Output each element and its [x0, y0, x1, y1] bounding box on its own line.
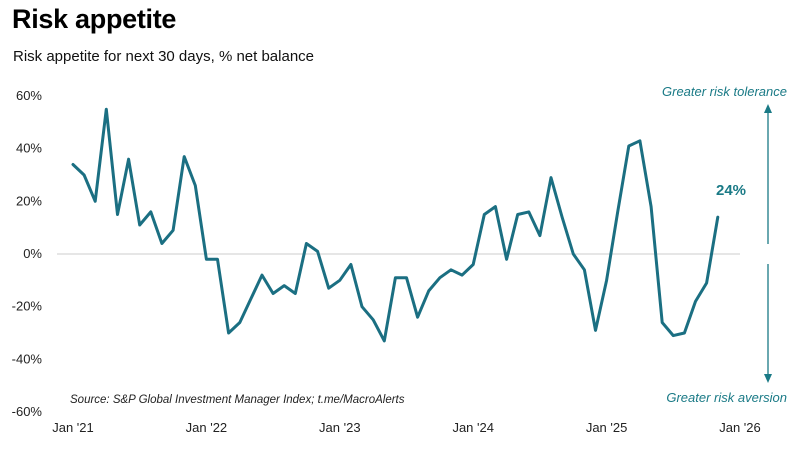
- series-line: [71, 107, 720, 343]
- y-tick-label: -20%: [12, 299, 43, 314]
- x-axis: Jan '21 Jan '22 Jan '23 Jan '24 Jan '25 Jan '…: [52, 420, 761, 435]
- page-title: Risk appetite: [12, 4, 177, 34]
- arrow-up-icon: [764, 104, 772, 244]
- page-subtitle: Risk appetite for next 30 days, % net ba…: [13, 48, 315, 65]
- y-tick-label: 60%: [16, 88, 42, 103]
- source-note: Source: S&P Global Investment Manager In…: [70, 394, 405, 406]
- x-tick-label: Jan '25: [586, 420, 628, 435]
- annotation-greater-risk-tolerance: Greater risk tolerance: [662, 84, 787, 99]
- y-tick-label: 0%: [23, 246, 42, 261]
- annotation-greater-risk-aversion: Greater risk aversion: [666, 390, 787, 405]
- arrow-down-icon: [764, 264, 772, 383]
- x-tick-label: Jan '23: [319, 420, 361, 435]
- latest-value-label: 24%: [716, 182, 746, 199]
- x-tick-label: Jan '24: [452, 420, 494, 435]
- x-tick-label: Jan '26: [719, 420, 761, 435]
- x-tick-label: Jan '21: [52, 420, 94, 435]
- y-tick-label: 20%: [16, 193, 42, 208]
- y-tick-label: 40%: [16, 141, 42, 156]
- y-axis: 60% 40% 20% 0% -20% -40% -60%: [12, 88, 43, 419]
- x-tick-label: Jan '22: [186, 420, 228, 435]
- y-tick-label: -60%: [12, 404, 43, 419]
- y-tick-label: -40%: [12, 351, 43, 366]
